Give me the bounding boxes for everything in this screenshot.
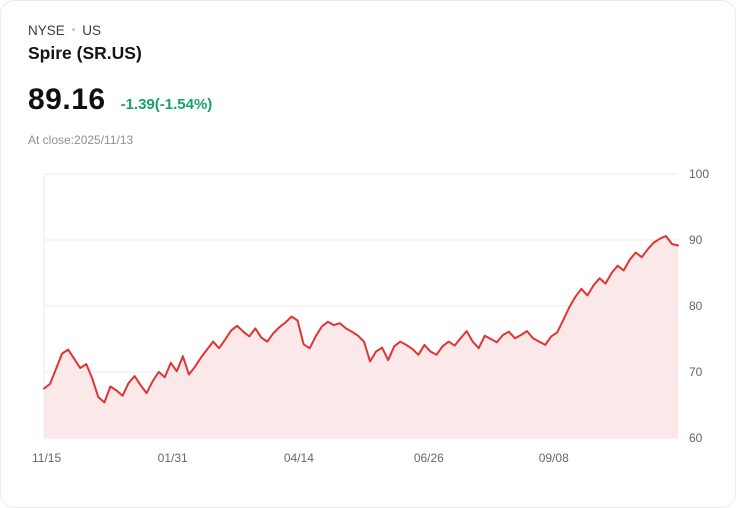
exchange-label: NYSE — [28, 23, 65, 38]
close-date-label: At close:2025/11/13 — [28, 133, 134, 147]
price-chart-svg[interactable]: 60 70 80 90 100 11/15 01/31 04/14 06/26 09/08 — [1, 166, 736, 486]
x-axis-label: 06/26 — [414, 451, 444, 465]
y-axis-label: 100 — [689, 167, 709, 181]
price-area-fill — [44, 236, 678, 438]
exchange-row: NYSE • US — [28, 23, 101, 38]
y-axis-label: 80 — [689, 299, 703, 313]
x-axis-label: 04/14 — [284, 451, 314, 465]
price-row: 89.16 -1.39(-1.54%) — [28, 83, 212, 117]
price-change: -1.39(-1.54%) — [120, 96, 213, 113]
price-chart[interactable]: 60 70 80 90 100 11/15 01/31 04/14 06/26 09/08 — [1, 166, 736, 486]
region-label: US — [82, 23, 102, 38]
price-line — [43, 235, 679, 404]
y-axis-label: 90 — [689, 233, 703, 247]
price-value: 89.16 — [28, 83, 106, 116]
stock-title: Spire (SR.US) — [28, 43, 142, 63]
x-axis-label: 01/31 — [158, 451, 188, 465]
y-axis-label: 60 — [689, 431, 703, 445]
y-axis-label: 70 — [689, 365, 703, 379]
x-axis-label: 11/15 — [32, 451, 61, 465]
x-axis-label: 09/08 — [539, 451, 569, 465]
dot-separator: • — [71, 25, 76, 36]
